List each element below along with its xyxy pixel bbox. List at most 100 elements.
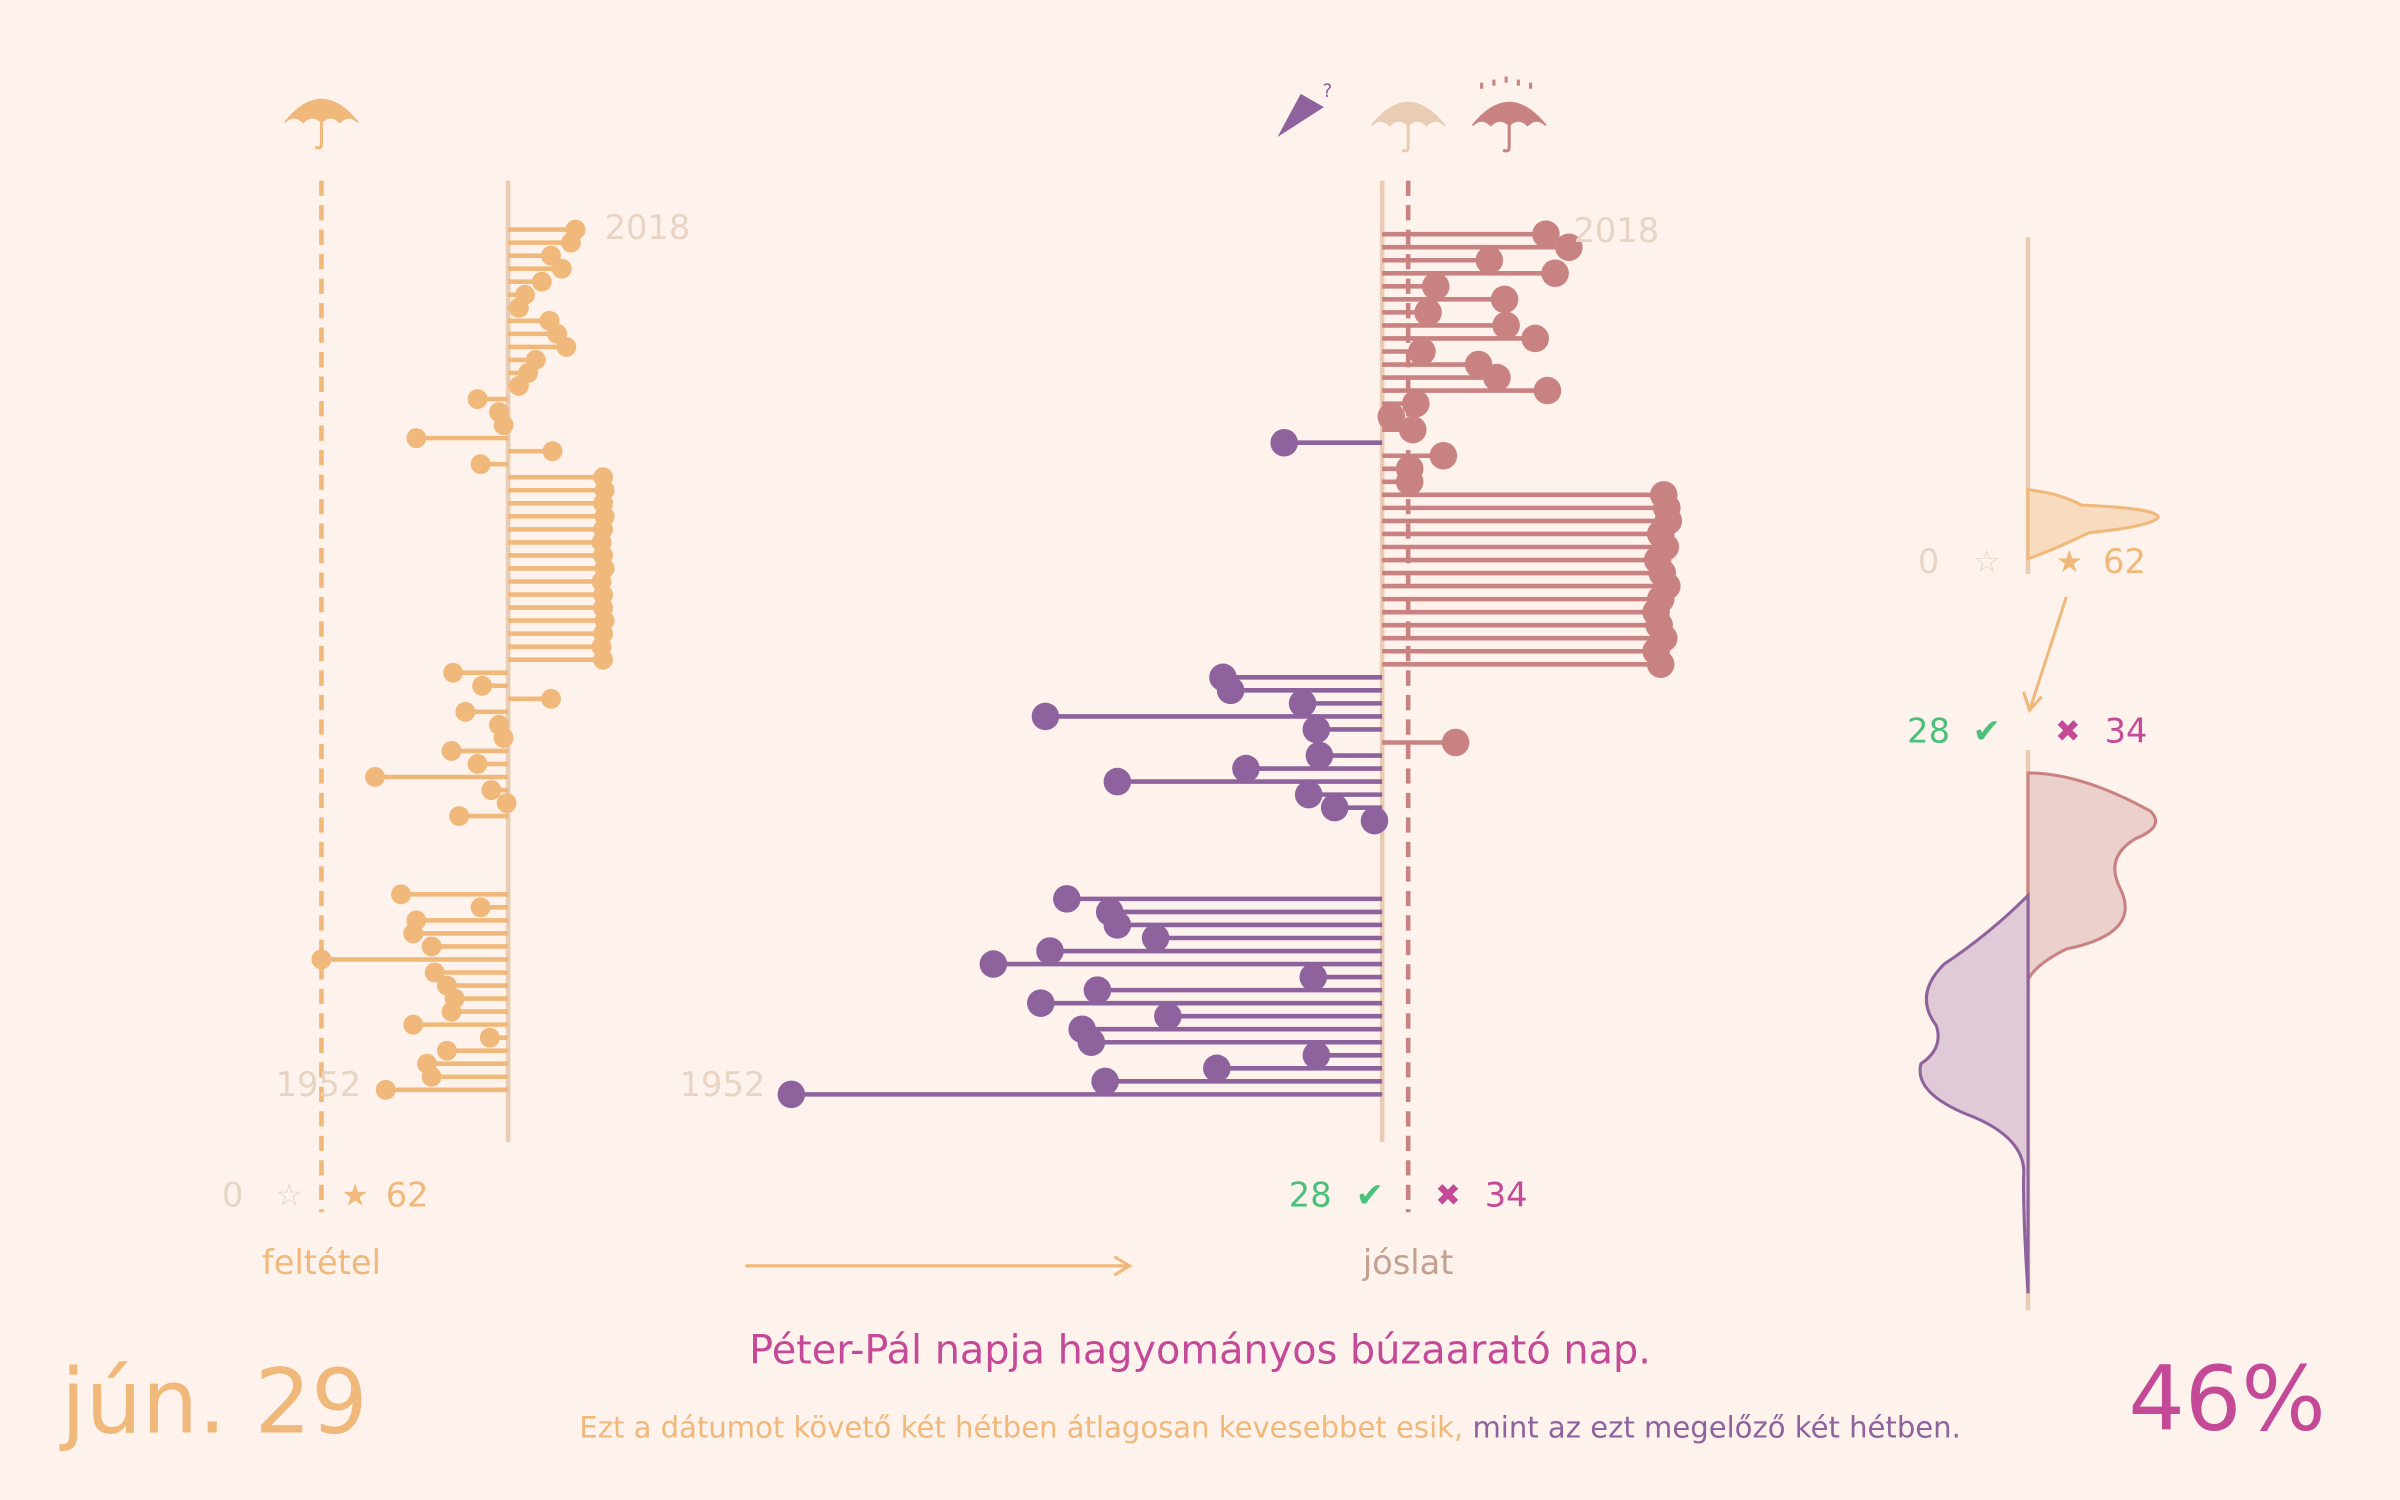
dot: [443, 662, 464, 683]
dot: [593, 649, 614, 670]
percent: 46%: [2128, 1348, 2325, 1451]
dot: [531, 271, 552, 292]
umbrella-closed-icon: ?: [1277, 81, 1332, 137]
dot: [777, 1080, 806, 1109]
arrow: [745, 596, 2068, 1277]
dot: [403, 1014, 424, 1035]
title: Péter-Pál napja hagyományos búzaarató na…: [749, 1328, 1651, 1374]
dot: [1302, 1041, 1331, 1070]
count: 28: [1289, 1175, 1332, 1214]
dot: [1408, 337, 1436, 366]
dot: [542, 441, 563, 462]
star-full: ★: [2056, 545, 2083, 580]
dot: [1429, 441, 1458, 470]
dot: [1646, 650, 1675, 679]
dot: [1492, 311, 1520, 340]
check: ✔: [1356, 1175, 1384, 1214]
dot: [375, 1079, 396, 1100]
dot: [1421, 272, 1450, 301]
dot: [1483, 363, 1511, 392]
dot: [1532, 220, 1560, 248]
dot: [493, 727, 514, 748]
dot: [1320, 793, 1349, 822]
dot: [1294, 780, 1323, 809]
dot: [470, 454, 491, 475]
dot: [1091, 1067, 1119, 1096]
dot: [472, 675, 493, 696]
dot: [1555, 233, 1583, 261]
dot: [1027, 989, 1055, 1017]
cross: ✖: [1435, 1178, 1461, 1213]
dot: [1398, 415, 1427, 444]
density: [1918, 891, 2030, 1294]
dot: [1083, 976, 1112, 1004]
dot: [403, 923, 424, 944]
star-empty: ☆: [276, 1178, 303, 1213]
umbrella-icon: [1370, 101, 1446, 153]
dot: [421, 936, 442, 957]
dot: [436, 1040, 457, 1061]
year-label: 1952: [680, 1065, 766, 1104]
dot: [441, 740, 462, 761]
dot: [449, 806, 470, 827]
dot: [1077, 1028, 1106, 1057]
dot: [1395, 468, 1424, 496]
umbrella-rain-icon: [1471, 76, 1547, 153]
dot: [470, 897, 491, 918]
year-label: 2018: [605, 208, 691, 247]
subtitle: mint az ezt megelőző két hétben.: [1472, 1411, 1960, 1445]
dot: [1299, 963, 1328, 991]
count: 28: [1907, 712, 1950, 751]
dot: [441, 1001, 462, 1022]
dot: [1377, 402, 1406, 431]
axis-label: jóslat: [1362, 1243, 1454, 1282]
density: [2026, 488, 2160, 561]
dot: [560, 232, 581, 253]
dot: [1490, 285, 1519, 314]
dot: [1031, 702, 1060, 731]
date: jún. 29: [59, 1351, 368, 1454]
dot: [455, 701, 476, 722]
dot: [421, 1066, 442, 1087]
axis-label: feltétel: [262, 1243, 381, 1282]
dot: [1103, 767, 1132, 796]
dot: [1402, 389, 1430, 418]
dot: [508, 297, 529, 318]
dot: [493, 415, 514, 436]
dot: [365, 767, 385, 787]
star-full: ★: [341, 1178, 368, 1213]
dot: [424, 962, 445, 983]
dot: [479, 1027, 500, 1048]
star-empty: ☆: [1973, 545, 2000, 580]
dot: [467, 389, 488, 409]
dot: [551, 258, 572, 279]
dot: [496, 793, 517, 814]
count: 62: [2103, 542, 2146, 581]
dot: [1036, 937, 1064, 965]
dot: [1414, 298, 1442, 327]
count: 62: [386, 1175, 429, 1214]
svg-text:?: ?: [1322, 81, 1332, 102]
dot: [481, 780, 502, 800]
dot: [1103, 911, 1132, 939]
dot: [1270, 428, 1298, 457]
dot: [1141, 924, 1170, 952]
check: ✔: [1973, 712, 2001, 751]
dot: [1441, 728, 1470, 757]
umbrella-icon: [284, 98, 359, 150]
dot: [979, 950, 1008, 978]
count: 0: [222, 1175, 243, 1214]
year-label: 1952: [276, 1065, 362, 1104]
dot: [1360, 806, 1389, 835]
dot: [1288, 689, 1317, 718]
subtitle: Ezt a dátumot követő két hétben átlagosa…: [579, 1411, 1463, 1445]
dot: [1541, 259, 1569, 288]
rows: [311, 219, 1683, 1109]
dot: [1305, 741, 1334, 770]
density: [2026, 771, 2158, 981]
dot: [391, 884, 411, 905]
dot: [1302, 715, 1331, 744]
dot: [1521, 324, 1549, 353]
dot: [556, 336, 577, 357]
